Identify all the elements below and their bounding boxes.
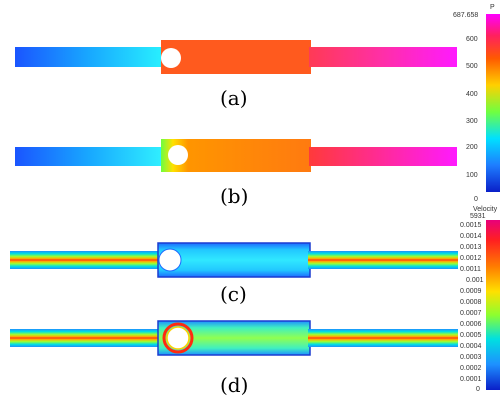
velocity-tick: 0.0014 — [460, 233, 482, 240]
panel-label-c: (c) — [220, 282, 247, 306]
velocity-tick: 0.0007 — [460, 310, 482, 317]
d-obstacle-halo — [162, 322, 194, 354]
d-right-narrow-channel — [308, 329, 458, 347]
pressure-tick: 100 — [466, 172, 478, 179]
pressure-legend-title: P — [490, 4, 495, 11]
velocity-tick: 0.0015 — [460, 222, 482, 229]
pressure-colorbar — [486, 14, 500, 192]
d-left-narrow-channel — [10, 329, 160, 347]
pressure-legend-max: 687.658 — [453, 12, 479, 19]
velocity-colorbar — [486, 220, 500, 390]
pressure-tick: 300 — [466, 118, 478, 125]
panel-c-velocity-field — [10, 242, 458, 278]
pressure-tick: 0 — [474, 196, 478, 203]
pressure-tick: 500 — [466, 63, 478, 70]
velocity-tick: 0.0004 — [460, 343, 482, 350]
pressure-tick: 600 — [466, 36, 478, 43]
d-obstacle — [166, 326, 190, 350]
velocity-legend-title: Velocity — [473, 206, 498, 213]
velocity-tick: 0.0008 — [460, 299, 482, 306]
velocity-tick: 0.0013 — [460, 244, 482, 251]
velocity-tick: 0.0011 — [460, 266, 481, 273]
velocity-tick: 0.0003 — [460, 354, 482, 361]
velocity-legend-max: 5931 — [470, 213, 486, 220]
velocity-tick: 0 — [476, 386, 480, 393]
pressure-tick: 400 — [466, 91, 478, 98]
panel-b-pressure-field — [15, 139, 457, 172]
velocity-tick: 0.0002 — [460, 365, 482, 372]
panel-label-d: (d) — [220, 373, 249, 397]
velocity-tick: 0.001 — [466, 277, 484, 284]
pressure-tick: 200 — [466, 144, 478, 151]
velocity-tick: 0.0009 — [460, 288, 482, 295]
velocity-tick: 0.0012 — [460, 255, 482, 262]
panel-a-pressure-field — [15, 40, 457, 74]
velocity-tick: 0.0001 — [460, 376, 482, 383]
velocity-tick: 0.0006 — [460, 321, 482, 328]
velocity-tick: 0.0005 — [460, 332, 482, 339]
panel-label-a: (a) — [220, 86, 248, 110]
panel-label-b: (b) — [220, 184, 249, 208]
